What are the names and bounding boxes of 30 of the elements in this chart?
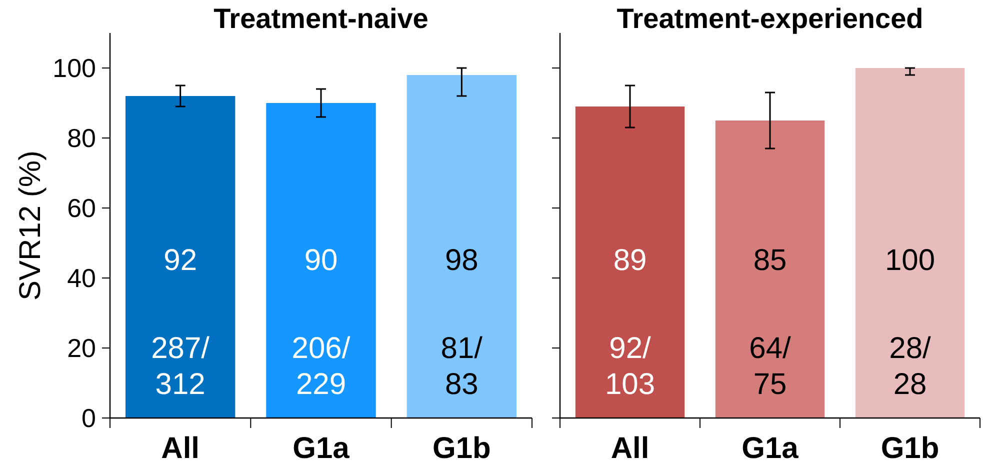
data-label: 90 <box>304 244 338 277</box>
x-tick-label: G1a <box>742 432 799 465</box>
annotation: 64/75 <box>749 332 792 401</box>
x-tick-label: All <box>610 432 650 465</box>
chart-title: Treatment-naive <box>214 3 428 34</box>
data-label: 89 <box>613 244 647 277</box>
bar <box>125 96 236 418</box>
y-tick-label: 20 <box>67 333 96 363</box>
y-tick-label: 60 <box>67 193 96 223</box>
x-tick-label: All <box>161 432 200 465</box>
x-tick-label: G1b <box>880 432 940 465</box>
chart-title: Treatment-experienced <box>616 3 924 34</box>
x-tick-label: G1b <box>432 432 491 465</box>
annotation: 206/229 <box>292 332 351 401</box>
x-tick-label: G1a <box>292 432 350 465</box>
data-label: 85 <box>753 244 787 277</box>
y-tick-label: 80 <box>67 123 96 153</box>
bar <box>406 75 517 418</box>
data-label: 92 <box>164 244 198 277</box>
data-label: 100 <box>884 244 936 277</box>
y-tick-label: 40 <box>67 263 96 293</box>
data-label: 98 <box>444 244 478 277</box>
annotation: 28/28 <box>889 332 932 401</box>
y-tick-label: 100 <box>52 53 96 83</box>
annotation: 81/83 <box>440 332 484 401</box>
y-tick-label: 0 <box>82 403 96 433</box>
y-axis-title: SVR12 (%) <box>14 150 47 301</box>
bar <box>266 103 376 418</box>
annotation: 287/312 <box>151 332 210 401</box>
annotation: 92/103 <box>604 332 656 401</box>
